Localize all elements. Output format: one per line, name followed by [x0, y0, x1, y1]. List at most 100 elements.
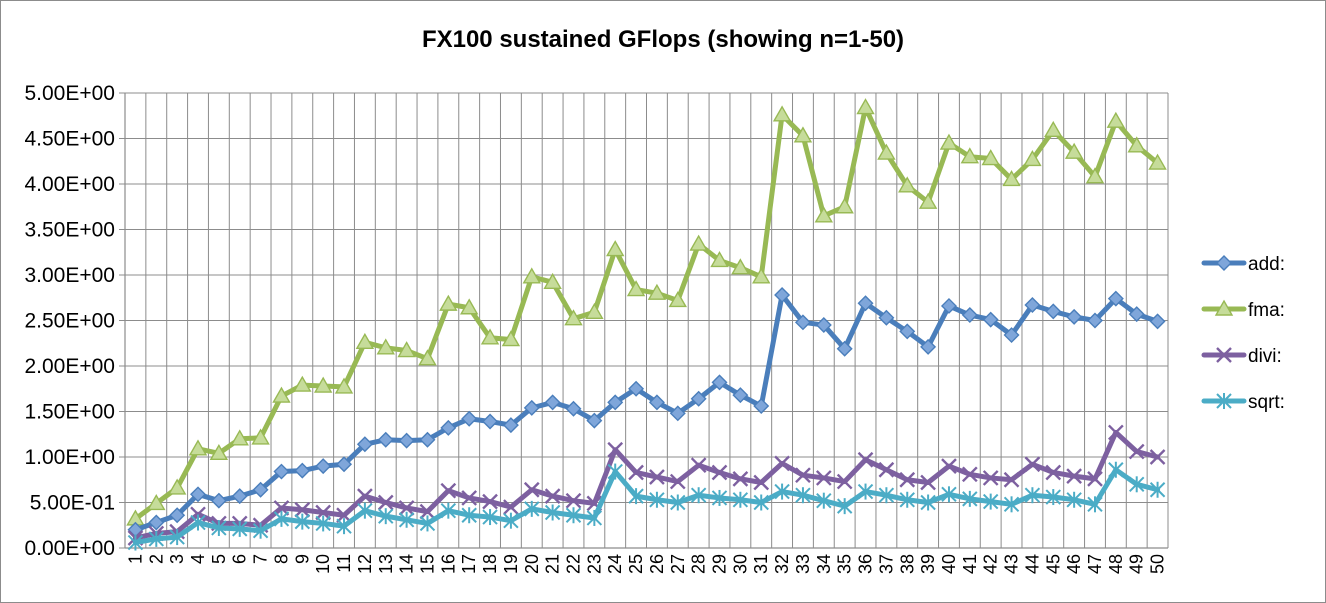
- data-point-divi: [503, 499, 519, 515]
- data-point-divi: [941, 458, 957, 474]
- data-point-add: [210, 492, 227, 509]
- legend-label-sqrt: sqrt:: [1248, 392, 1285, 413]
- data-point-divi: [315, 504, 332, 521]
- x-tick-label: 24: [605, 554, 625, 574]
- data-point-sqrt: [315, 515, 331, 532]
- data-point-fma: [939, 133, 959, 150]
- data-point-sqrt: [607, 463, 623, 480]
- data-point-fma: [856, 98, 875, 115]
- x-tick-label: 25: [626, 554, 646, 574]
- x-tick-label: 45: [1043, 554, 1063, 574]
- data-point-sqrt: [294, 513, 311, 530]
- data-point-add: [294, 462, 311, 479]
- data-point-add: [1107, 290, 1124, 307]
- data-point-sqrt: [899, 491, 915, 508]
- x-tick-label: 9: [292, 554, 312, 564]
- y-tick-label: 1.00E+00: [24, 446, 115, 469]
- data-point-divi: [294, 501, 311, 518]
- data-point-sqrt: [774, 483, 790, 500]
- data-point-divi: [1045, 464, 1062, 481]
- data-point-sqrt: [232, 520, 248, 537]
- data-point-fma: [668, 291, 687, 308]
- x-tick-label: 31: [751, 554, 771, 574]
- data-point-divi: [1024, 456, 1041, 473]
- data-point-divi: [795, 467, 811, 484]
- data-point-sqrt: [1087, 496, 1103, 513]
- data-point-fma: [439, 294, 458, 311]
- data-point-divi: [1128, 443, 1145, 460]
- data-point-add: [336, 456, 353, 473]
- legend-label-add: add:: [1248, 254, 1285, 275]
- data-point-add: [940, 297, 957, 314]
- data-point-fma: [918, 192, 938, 209]
- x-tick-label: 16: [438, 554, 458, 574]
- data-point-sqrt: [920, 494, 936, 511]
- data-point-sqrt: [565, 507, 582, 524]
- data-point-sqrt: [649, 491, 665, 508]
- data-point-fma: [772, 105, 792, 122]
- data-point-sqrt: [544, 504, 561, 521]
- data-point-fma: [376, 338, 395, 355]
- data-point-add: [753, 398, 770, 415]
- data-point-divi: [523, 481, 540, 498]
- data-point-divi: [357, 488, 373, 504]
- data-point-divi: [544, 488, 561, 504]
- data-point-fma: [355, 332, 375, 350]
- legend-item-fma: fma:: [1201, 299, 1285, 321]
- x-tick-label: 33: [793, 554, 813, 574]
- data-point-divi: [836, 473, 853, 490]
- data-point-fma: [877, 143, 896, 160]
- x-tick-label: 6: [230, 554, 250, 564]
- data-point-add: [920, 338, 937, 355]
- x-tick-label: 14: [397, 554, 417, 574]
- data-point-fma: [501, 330, 521, 347]
- x-tick-label: 21: [543, 554, 563, 574]
- data-point-add: [648, 394, 665, 411]
- data-point-add: [1087, 312, 1103, 329]
- data-point-sqrt: [690, 487, 707, 504]
- data-point-divi: [815, 470, 832, 486]
- x-tick-label: 23: [584, 554, 604, 574]
- x-tick-label: 28: [689, 554, 709, 574]
- data-point-divi: [961, 466, 978, 483]
- data-point-divi: [774, 455, 790, 472]
- data-point-fma: [606, 240, 625, 257]
- x-tick-label: 22: [563, 554, 583, 574]
- data-point-divi: [398, 500, 415, 516]
- data-point-add: [774, 287, 791, 304]
- data-point-divi: [1066, 468, 1082, 484]
- x-tick-label: 27: [668, 554, 688, 574]
- y-tick-label: 2.50E+00: [24, 310, 115, 333]
- x-tick-label: 18: [480, 554, 500, 574]
- x-tick-label: 15: [417, 554, 437, 574]
- data-point-add: [899, 323, 916, 340]
- x-tick-label: 41: [960, 554, 980, 574]
- data-point-divi: [461, 490, 478, 506]
- x-tick-label: 39: [918, 554, 938, 574]
- data-point-add: [231, 488, 248, 505]
- data-point-divi: [711, 464, 728, 481]
- data-point-fma: [731, 258, 750, 275]
- x-tick-label: 40: [939, 554, 959, 574]
- legend-label-divi: divi:: [1248, 346, 1282, 367]
- x-tick-label: 48: [1106, 554, 1126, 574]
- data-point-fma: [960, 147, 980, 164]
- x-tick-label: 30: [730, 554, 750, 574]
- data-point-fma: [293, 375, 312, 392]
- data-point-add: [732, 387, 749, 404]
- data-point-sqrt: [836, 498, 853, 515]
- data-point-sqrt: [440, 502, 457, 519]
- data-point-add: [523, 399, 540, 416]
- data-point-divi: [982, 470, 999, 486]
- legend: add: fma: divi: sqrt:: [1201, 254, 1285, 413]
- data-point-add: [961, 307, 978, 324]
- x-tick-label: 7: [251, 554, 271, 564]
- x-tick-label: 32: [772, 554, 792, 574]
- data-point-divi: [607, 441, 624, 458]
- data-point-sqrt: [127, 534, 144, 551]
- data-point-sqrt: [1066, 491, 1082, 508]
- x-tick-label: 49: [1127, 554, 1147, 574]
- data-point-fma: [209, 443, 229, 461]
- data-point-sqrt: [878, 487, 895, 504]
